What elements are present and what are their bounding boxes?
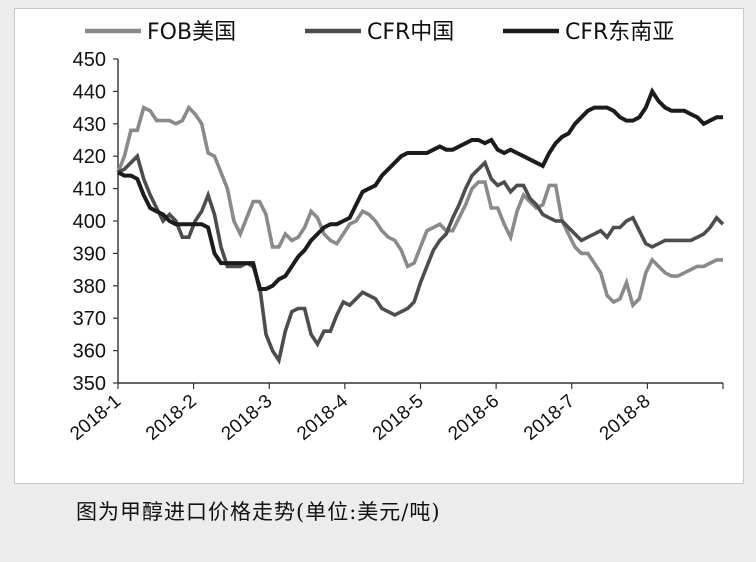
y-tick-label: 400 (73, 211, 106, 233)
y-tick-label: 430 (73, 114, 106, 136)
x-tick-label: 2018-4 (293, 390, 352, 444)
x-tick-label: 2018-1 (66, 391, 125, 445)
line-chart: FOB美国 CFR中国 CFR东南亚 350 360 370 380 390 400 410 42… (66, 20, 725, 445)
y-tick-label: 440 (73, 81, 106, 103)
y-axis: 350 360 370 380 390 400 410 420 430 440 450 (73, 49, 119, 395)
y-tick-label: 380 (73, 276, 106, 298)
y-tick-label: 450 (73, 49, 106, 71)
x-tick-label: 2018-2 (142, 391, 201, 445)
x-tick-label: 2018-6 (445, 391, 504, 445)
y-tick-label: 360 (73, 341, 106, 363)
legend-label-3: CFR东南亚 (565, 20, 674, 45)
plot-lines (116, 87, 725, 365)
y-tick-label: 350 (73, 373, 106, 395)
chart-caption: 图为甲醇进口价格走势(单位:美元/吨) (76, 500, 441, 524)
series-line-1 (116, 104, 723, 309)
legend: FOB美国 CFR中国 CFR东南亚 (85, 20, 674, 45)
x-tick-label: 2018-5 (369, 391, 428, 445)
x-axis: 2018-1 2018-2 2018-3 2018-4 2018-5 2018-6 2018… (66, 382, 724, 445)
x-tick-label: 2018-3 (218, 391, 277, 445)
legend-label-1: FOB美国 (147, 20, 236, 45)
y-tick-label: 370 (73, 308, 106, 330)
legend-label-2: CFR中国 (367, 20, 454, 45)
y-tick-label: 390 (73, 243, 106, 265)
y-tick-label: 410 (73, 179, 106, 201)
series-line-3 (117, 87, 723, 291)
chart-frame: FOB美国 CFR中国 CFR东南亚 350 360 370 380 390 400 410 42… (14, 8, 744, 484)
series-line-2 (117, 152, 725, 365)
y-tick-label: 420 (73, 146, 106, 168)
x-tick-label: 2018-7 (520, 391, 579, 445)
x-tick-label: 2018-8 (596, 391, 655, 445)
